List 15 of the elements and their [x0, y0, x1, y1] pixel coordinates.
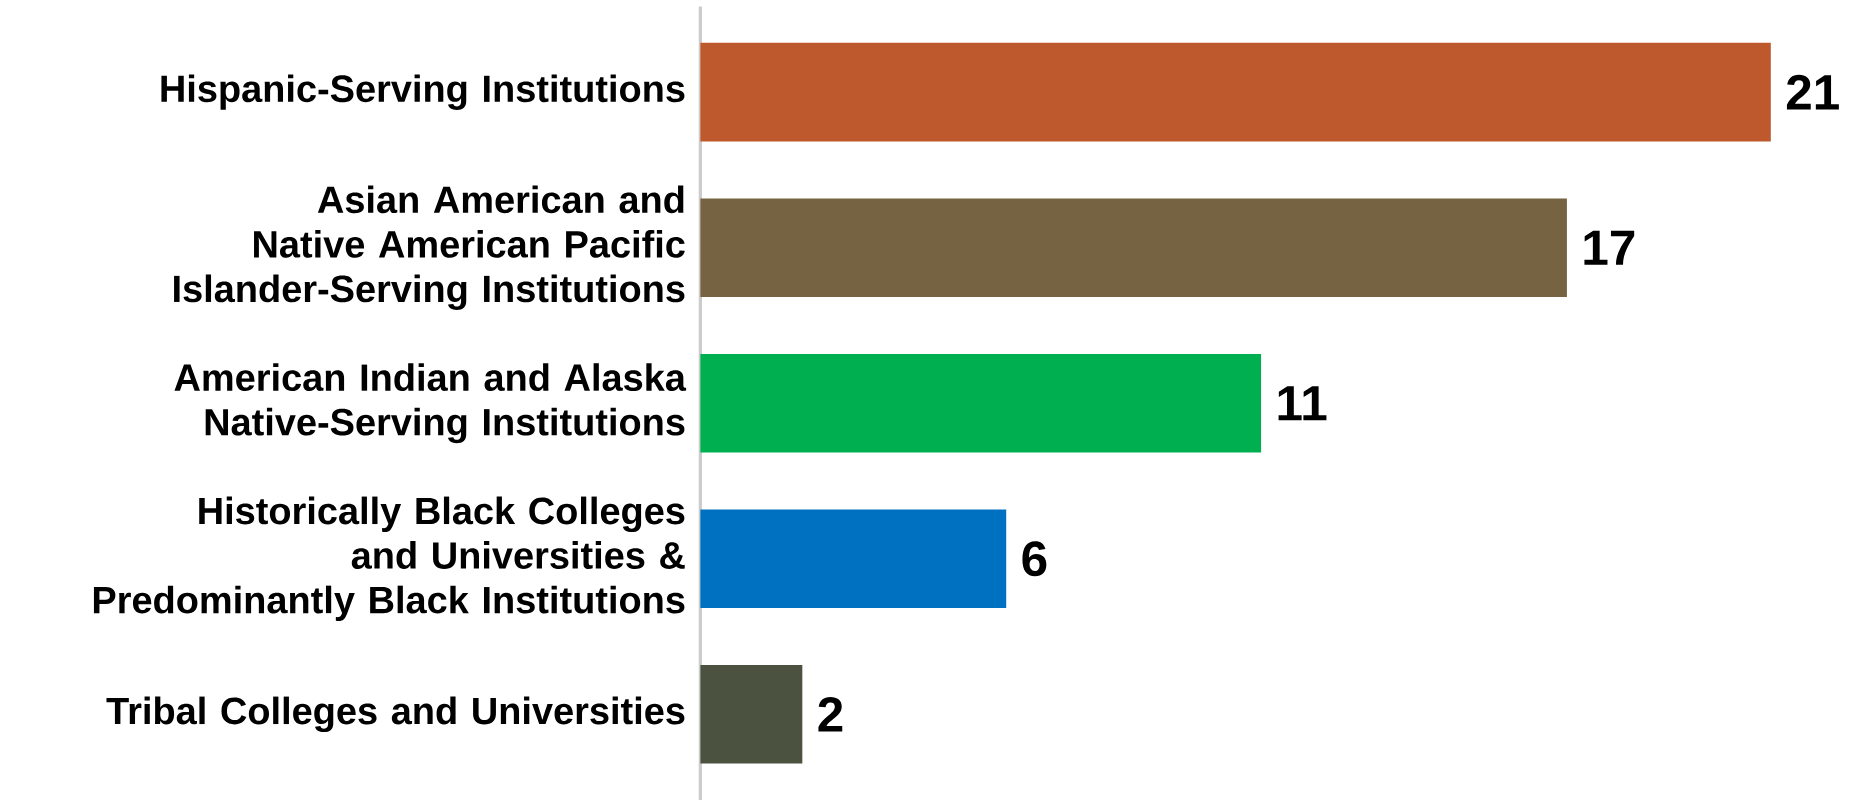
y-tick-label: Tribal Colleges and Universities	[106, 696, 685, 733]
bar	[700, 509, 1007, 609]
data-label: 11	[1278, 386, 1327, 421]
y-tick-label: Asian American and Native American Pacific Islander-Serving Institutions	[174, 185, 685, 311]
data-label: 17	[1584, 230, 1635, 265]
y-tick-label: Historically Black Colleges and Universities & Predominantly Black Institutions	[93, 496, 685, 622]
data-label: 2	[818, 697, 843, 732]
bar	[700, 198, 1567, 298]
bar	[700, 665, 803, 764]
y-tick-label: American Indian and Alaska Native-Serving Institutions	[174, 363, 687, 444]
data-label: 21	[1786, 75, 1839, 110]
bar	[700, 43, 1771, 142]
bar	[700, 354, 1262, 453]
y-tick-label: Hispanic-Serving Institutions	[161, 74, 685, 111]
data-label: 6	[1022, 541, 1047, 577]
